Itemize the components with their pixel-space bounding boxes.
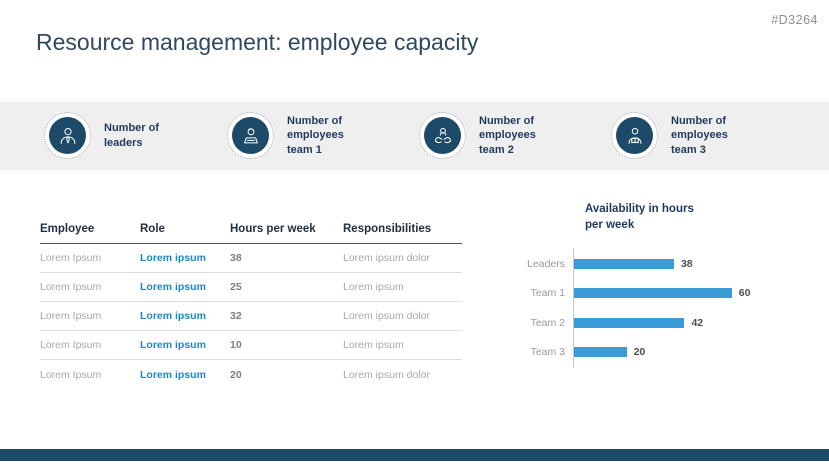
chart-bar (574, 347, 627, 358)
col-header-responsibilities: Responsibilities (343, 223, 432, 235)
cell-hours: 25 (230, 281, 242, 293)
table-row: Lorem Ipsum Lorem ipsum 20 Lorem ipsum d… (40, 360, 462, 389)
chart-row: Team 3 20 (516, 338, 816, 368)
employee-hands-icon (424, 117, 461, 154)
cell-responsibilities: Lorem ipsum dolor (343, 368, 430, 381)
chart-row: Leaders 38 (516, 249, 816, 279)
table-row: Lorem Ipsum Lorem ipsum 25 Lorem ipsum (40, 273, 462, 302)
dotted-ring (419, 112, 466, 159)
chart-value-label: 60 (738, 287, 751, 300)
col-header-employee: Employee (40, 223, 95, 235)
page-title: Resource management: employee capacity (36, 29, 479, 55)
kpi-team-2: Number of employees team 2 (419, 112, 536, 159)
chart-value-label: 42 (691, 316, 704, 329)
chart-category-label: Leaders (527, 257, 565, 270)
kpi-band: Number of leaders Number of employees te… (0, 102, 829, 170)
kpi-label: Number of employees team 2 (479, 115, 536, 156)
table-header-row: Employee Role Hours per week Responsibil… (40, 223, 462, 244)
kpi-leaders: Number of leaders (44, 112, 159, 159)
employee-book-icon (616, 117, 653, 154)
leader-person-icon (49, 117, 86, 154)
chart-row: Team 2 42 (516, 308, 816, 338)
dotted-ring (44, 112, 91, 159)
chart-value-label: 38 (680, 257, 693, 270)
cell-hours: 38 (230, 252, 242, 264)
cell-responsibilities: Lorem ipsum (343, 339, 404, 351)
cell-responsibilities: Lorem ipsum dolor (343, 310, 430, 322)
footer-accent-bar (0, 449, 829, 461)
chart-category-label: Team 1 (530, 287, 565, 300)
cell-role: Lorem ipsum (140, 310, 206, 322)
cell-employee: Lorem Ipsum (40, 252, 102, 264)
cell-employee: Lorem Ipsum (40, 368, 102, 381)
chart-bar (574, 317, 685, 328)
col-header-hours: Hours per week (230, 223, 316, 235)
chart-value-label: 20 (633, 346, 646, 359)
kpi-team-1: Number of employees team 1 (227, 112, 344, 159)
kpi-label: Number of leaders (104, 122, 159, 149)
chart-category-label: Team 2 (530, 316, 565, 329)
chart-row: Team 1 60 (516, 279, 816, 309)
cell-role: Lorem ipsum (140, 252, 206, 264)
kpi-team-3: Number of employees team 3 (611, 112, 728, 159)
col-header-role: Role (140, 223, 165, 235)
chart-title: Availability in hours per week (585, 203, 694, 231)
table-row: Lorem Ipsum Lorem ipsum 38 Lorem ipsum d… (40, 244, 462, 273)
employee-laptop-icon (232, 117, 269, 154)
chart-category-label: Team 3 (530, 346, 565, 359)
chart-axis-line (573, 249, 574, 368)
kpi-label: Number of employees team 1 (287, 115, 344, 156)
cell-employee: Lorem Ipsum (40, 310, 102, 322)
cell-responsibilities: Lorem ipsum (343, 281, 404, 293)
table-row: Lorem Ipsum Lorem ipsum 32 Lorem ipsum d… (40, 302, 462, 331)
chart-bar (574, 288, 732, 299)
employee-table: Employee Role Hours per week Responsibil… (40, 223, 462, 389)
cell-employee: Lorem Ipsum (40, 339, 102, 351)
table-row: Lorem Ipsum Lorem ipsum 10 Lorem ipsum (40, 331, 462, 360)
cell-hours: 10 (230, 339, 242, 351)
kpi-label: Number of employees team 3 (671, 115, 728, 156)
cell-responsibilities: Lorem ipsum dolor (343, 252, 430, 264)
availability-bar-chart: Leaders 38 Team 1 60 Team 2 42 Team 3 20 (516, 249, 816, 367)
cell-employee: Lorem Ipsum (40, 281, 102, 293)
dotted-ring (611, 112, 658, 159)
cell-role: Lorem ipsum (140, 339, 206, 351)
slide-id: #D3264 (771, 13, 818, 27)
dotted-ring (227, 112, 274, 159)
cell-hours: 32 (230, 310, 242, 322)
cell-role: Lorem ipsum (140, 281, 206, 293)
chart-bar (574, 258, 674, 269)
cell-hours: 20 (230, 368, 242, 381)
cell-role: Lorem ipsum (140, 368, 206, 381)
